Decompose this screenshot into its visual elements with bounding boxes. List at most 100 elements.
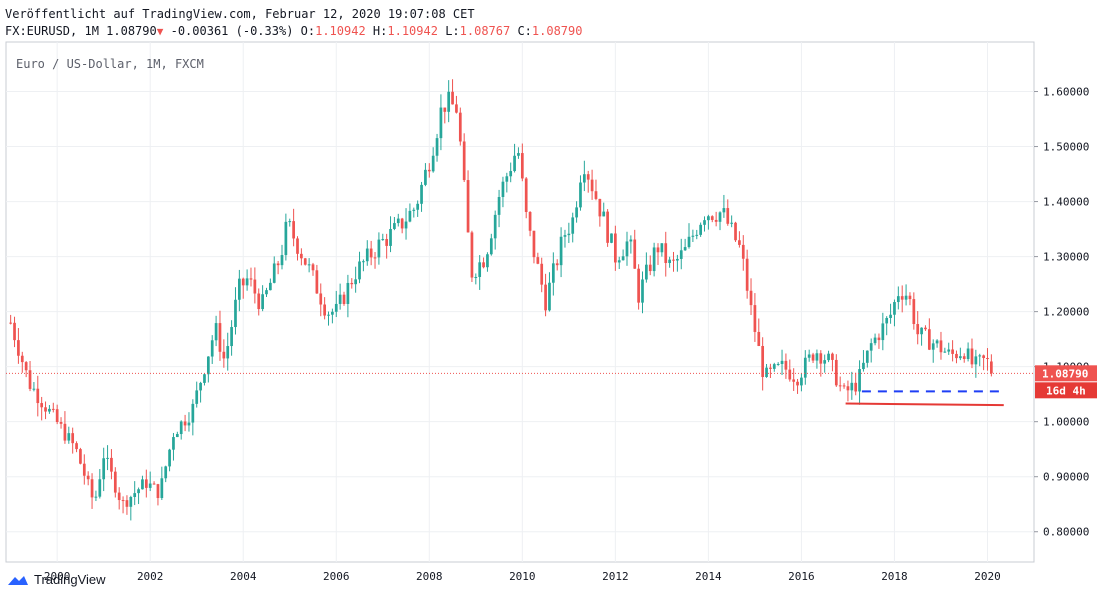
- candle-body: [32, 388, 36, 390]
- candle-body: [179, 421, 183, 435]
- candle-body: [404, 221, 408, 229]
- tradingview-logo[interactable]: TradingView: [6, 572, 106, 587]
- candle-body: [668, 259, 671, 264]
- candle-body: [610, 233, 613, 243]
- low-value: 1.08767: [459, 24, 511, 38]
- candle-body: [75, 443, 78, 450]
- candle-body: [637, 268, 640, 303]
- candle-body: [20, 355, 24, 363]
- candle-body: [261, 294, 264, 310]
- candle-body: [365, 248, 369, 262]
- logo-text: TradingView: [34, 572, 106, 587]
- candle-body: [408, 210, 412, 222]
- candle-body: [458, 112, 462, 142]
- candle-body: [699, 224, 702, 235]
- cloud-logo-icon: [8, 575, 28, 585]
- high-value: 1.10942: [387, 24, 438, 38]
- plot-frame: [5, 41, 1035, 563]
- candle-body: [90, 479, 94, 498]
- candle-body: [63, 423, 67, 441]
- close-value: 1.08790: [531, 24, 583, 38]
- candle-body: [323, 304, 326, 316]
- candle-body: [82, 463, 86, 476]
- candle-body: [439, 107, 443, 139]
- candle-body: [98, 479, 102, 497]
- candle-body: [962, 356, 966, 359]
- candle-body: [300, 253, 303, 259]
- candle-body: [396, 218, 400, 224]
- high-label: H:: [372, 24, 388, 38]
- candle-body: [978, 355, 982, 357]
- open-value: 1.10942: [315, 24, 366, 38]
- candle-body: [753, 305, 757, 332]
- candle-body: [334, 303, 338, 312]
- candle-body: [160, 478, 164, 499]
- candle-body: [420, 184, 423, 204]
- x-tick-label: 2014: [695, 570, 722, 583]
- y-tick-label: 1.20000: [1043, 306, 1089, 319]
- price-axis[interactable]: 0.800000.900001.000001.100001.200001.300…: [1034, 86, 1089, 539]
- candle-body: [144, 479, 148, 488]
- candle-body: [982, 355, 985, 359]
- candle-body: [900, 296, 904, 300]
- candle-body: [362, 261, 365, 263]
- candle-body: [571, 217, 575, 234]
- open-label: O:: [300, 24, 316, 38]
- candle-body: [141, 479, 144, 490]
- candle-body: [924, 327, 927, 330]
- candle-body: [24, 362, 28, 371]
- candle-body: [280, 255, 284, 266]
- ohlc-line: FX:EURUSD, 1M 1.08790▼ -0.00361 (-0.33%)…: [5, 23, 582, 40]
- time-axis[interactable]: 2000 2002 2004 2006 2008 2010 2012 2014 2016 2018…: [44, 570, 1001, 583]
- candle-body: [714, 219, 718, 222]
- candle-body: [582, 174, 586, 183]
- candle-body: [148, 483, 152, 488]
- candle-body: [342, 294, 346, 304]
- candle-body: [738, 240, 741, 245]
- candle-body: [509, 171, 513, 177]
- candle-body: [94, 496, 98, 498]
- candle-body: [606, 211, 609, 243]
- candle-body: [807, 354, 811, 358]
- candle-body: [834, 359, 838, 386]
- candle-body: [187, 422, 191, 426]
- candle-body: [660, 243, 664, 253]
- candle-body: [311, 264, 315, 271]
- candle-body: [951, 349, 954, 354]
- candle-body: [319, 293, 323, 305]
- candle-body: [385, 239, 389, 246]
- candle-body: [51, 408, 55, 410]
- candle-body: [648, 264, 652, 272]
- candle-body: [730, 222, 734, 224]
- candle-body: [691, 235, 695, 237]
- x-tick-label: 2010: [509, 570, 536, 583]
- candle-body: [214, 323, 218, 341]
- candle-body: [990, 361, 993, 374]
- low-label: L:: [445, 24, 460, 38]
- candle-body: [676, 258, 679, 261]
- candle-body: [939, 340, 943, 353]
- y-tick-label: 0.90000: [1043, 471, 1089, 484]
- x-tick-label: 2016: [788, 570, 815, 583]
- candle-body: [338, 294, 342, 304]
- candle-body: [710, 216, 714, 220]
- candle-body: [431, 155, 435, 172]
- candle-body: [284, 221, 288, 256]
- candle-body: [536, 257, 540, 264]
- candle-body: [125, 500, 129, 507]
- candle-body: [67, 433, 71, 441]
- candle-body: [664, 243, 668, 264]
- candle-body: [986, 358, 989, 360]
- candle-body: [563, 235, 567, 237]
- x-tick-label: 2020: [974, 570, 1001, 583]
- candle-body: [412, 209, 416, 211]
- candle-body: [590, 179, 594, 192]
- candle-body: [424, 169, 427, 185]
- y-tick-label: 1.40000: [1043, 196, 1089, 209]
- x-tick-label: 2008: [416, 570, 443, 583]
- candle-body: [796, 381, 799, 386]
- candle-body: [455, 104, 458, 113]
- down-triangle-icon: ▼: [156, 25, 164, 38]
- candle-body: [734, 222, 737, 241]
